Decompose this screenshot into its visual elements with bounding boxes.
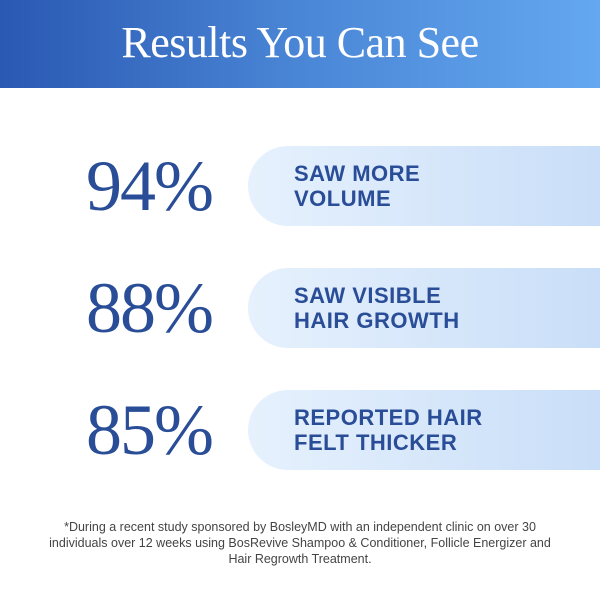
stat-label: SAW VISIBLE HAIR GROWTH xyxy=(294,283,460,333)
page-title: Results You Can See xyxy=(121,17,479,67)
stat-value: 88% xyxy=(86,268,214,348)
stat-row: 94% SAW MORE VOLUME xyxy=(0,146,600,226)
stat-pill: SAW MORE VOLUME xyxy=(248,146,600,226)
stat-label: REPORTED HAIR FELT THICKER xyxy=(294,405,483,455)
stat-label: SAW MORE VOLUME xyxy=(294,161,421,211)
stat-value: 85% xyxy=(86,390,214,470)
stat-pill: REPORTED HAIR FELT THICKER xyxy=(248,390,600,470)
header-banner: Results You Can See xyxy=(0,0,600,88)
footnote: *During a recent study sponsored by Bosl… xyxy=(49,520,551,566)
stat-value: 94% xyxy=(86,146,214,226)
stat-row: 85% REPORTED HAIR FELT THICKER xyxy=(0,390,600,470)
stat-row: 88% SAW VISIBLE HAIR GROWTH xyxy=(0,268,600,348)
stat-pill: SAW VISIBLE HAIR GROWTH xyxy=(248,268,600,348)
